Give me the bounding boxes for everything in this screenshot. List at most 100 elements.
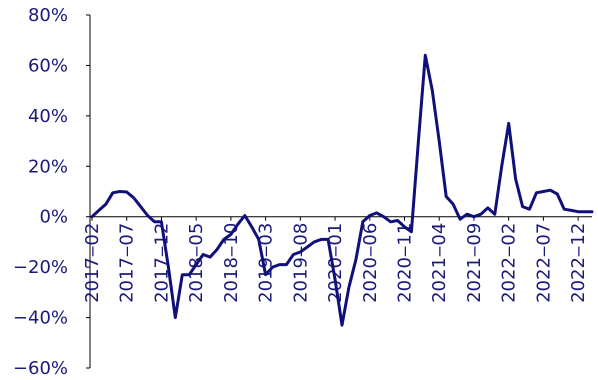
data-point: [118, 190, 121, 193]
data-point: [535, 191, 538, 194]
x-tick-label: 2017‒07: [117, 223, 138, 303]
x-tick-label: 2020‒06: [360, 223, 381, 303]
data-point: [250, 225, 253, 228]
data-point: [320, 238, 323, 241]
data-point: [167, 266, 170, 269]
y-tick-label: 0%: [39, 207, 68, 228]
x-axis: 2017‒02 2017‒07 2017‒12 2018‒05 2018‒10 2019‒…: [82, 216, 592, 303]
y-tick-label: 80%: [28, 5, 68, 26]
data-point: [236, 223, 239, 226]
data-point: [375, 211, 378, 214]
x-tick-label: 2022‒02: [499, 223, 520, 303]
x-tick-label: 2022‒12: [568, 223, 589, 303]
data-point: [570, 209, 573, 212]
data-point: [327, 238, 330, 241]
x-tick-label: 2021‒09: [464, 223, 485, 303]
data-point: [271, 266, 274, 269]
data-point: [549, 189, 552, 192]
data-point: [472, 215, 475, 218]
data-point: [160, 220, 163, 223]
data-point: [389, 220, 392, 223]
data-point: [403, 225, 406, 228]
data-point: [125, 191, 128, 194]
data-point: [452, 203, 455, 206]
data-point: [91, 215, 94, 218]
data-point: [368, 214, 371, 217]
data-point: [209, 256, 212, 259]
data-point: [104, 203, 107, 206]
data-point: [257, 238, 260, 241]
data-point: [417, 140, 420, 143]
data-point: [500, 165, 503, 168]
data-point: [507, 122, 510, 125]
data-point: [347, 286, 350, 289]
data-point: [577, 210, 580, 213]
x-tick-label: 2022‒07: [533, 223, 554, 303]
data-point: [139, 205, 142, 208]
data-point: [438, 140, 441, 143]
data-point: [493, 213, 496, 216]
y-tick-label: 60%: [28, 55, 68, 76]
x-tick-label: 2017‒02: [82, 223, 103, 303]
data-point: [361, 220, 364, 223]
series: [90, 53, 594, 327]
x-tick-label: 2021‒04: [429, 223, 450, 303]
data-point: [216, 248, 219, 251]
data-point: [528, 208, 531, 211]
data-point: [466, 213, 469, 216]
data-point: [459, 218, 462, 221]
data-point: [334, 278, 337, 281]
x-tick-label: 2018‒10: [221, 223, 242, 303]
y-tick-label: 20%: [28, 156, 68, 177]
data-point: [313, 240, 316, 243]
data-point: [278, 263, 281, 266]
x-tick-label: 2019‒08: [290, 223, 311, 303]
data-point: [521, 205, 524, 208]
y-axis: 80% 60% 40% 20% 0% −20% −40% −60%: [13, 5, 91, 379]
data-point: [264, 273, 267, 276]
y-tick-label: −40%: [13, 308, 68, 329]
data-point: [188, 273, 191, 276]
data-point: [181, 273, 184, 276]
data-point: [111, 191, 114, 194]
data-point: [424, 54, 427, 57]
data-point: [132, 196, 135, 199]
data-point: [354, 258, 357, 261]
data-point: [222, 238, 225, 241]
data-point: [153, 220, 156, 223]
data-point: [382, 215, 385, 218]
data-point: [431, 89, 434, 92]
data-point: [229, 233, 232, 236]
data-point: [514, 177, 517, 180]
series-line: [90, 53, 594, 327]
data-point: [479, 213, 482, 216]
data-point: [563, 208, 566, 211]
data-point: [410, 230, 413, 233]
data-point: [486, 206, 489, 209]
data-point: [396, 219, 399, 222]
data-point: [306, 245, 309, 248]
data-point: [97, 209, 100, 212]
data-point: [146, 214, 149, 217]
y-tick-label: 40%: [28, 106, 68, 127]
data-point: [195, 263, 198, 266]
data-point: [299, 251, 302, 254]
data-point: [445, 195, 448, 198]
data-point: [591, 210, 594, 213]
x-tick-label: 2017‒12: [151, 223, 172, 303]
data-point: [341, 324, 344, 327]
data-point: [556, 193, 559, 196]
data-point: [202, 253, 205, 256]
data-point: [542, 190, 545, 193]
data-point: [174, 316, 177, 319]
data-point: [243, 214, 246, 217]
x-tick-label: 2020‒01: [325, 223, 346, 303]
data-point: [292, 253, 295, 256]
data-point: [285, 263, 288, 266]
y-tick-label: −60%: [13, 358, 68, 379]
y-tick-label: −20%: [13, 257, 68, 278]
x-tick-label: 2020‒11: [395, 223, 416, 303]
data-point: [584, 210, 587, 213]
x-tick-label: 2019‒03: [256, 223, 277, 303]
